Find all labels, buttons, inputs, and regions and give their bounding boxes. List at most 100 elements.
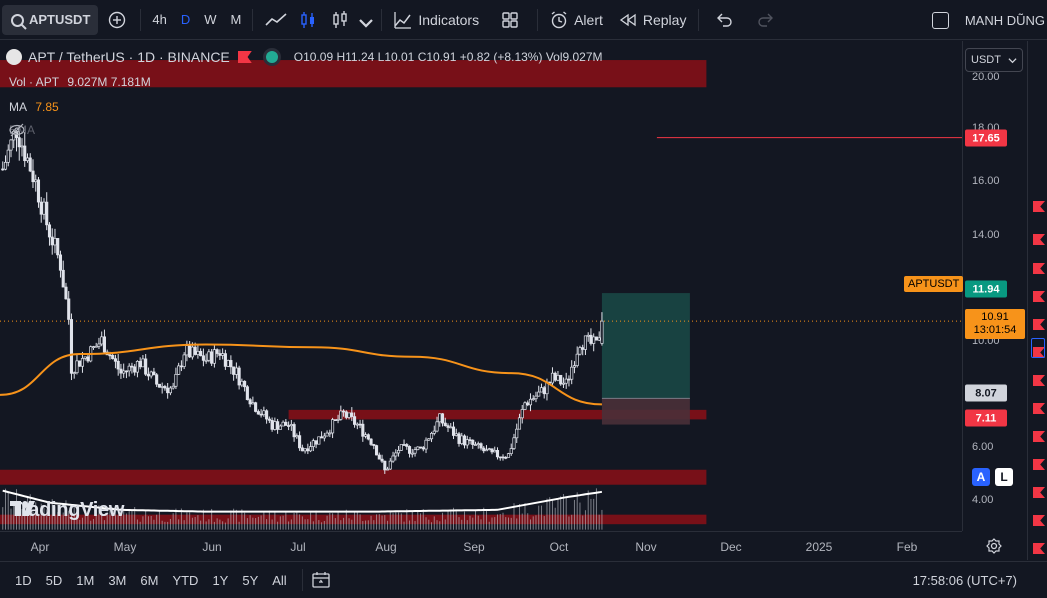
price-axis[interactable]: USDT 20.00 18.00 16.00 14.00 10.00 6.00 … bbox=[962, 41, 1027, 531]
candle-body bbox=[506, 453, 511, 458]
range-3m[interactable]: 3M bbox=[108, 572, 127, 588]
compare-button[interactable] bbox=[98, 0, 136, 40]
candle-body bbox=[432, 430, 436, 434]
alert-flag-icon[interactable] bbox=[1033, 487, 1045, 498]
range-1m[interactable]: 1M bbox=[76, 572, 95, 588]
price-chart[interactable] bbox=[0, 41, 962, 531]
candle-body bbox=[58, 254, 63, 271]
candle-body bbox=[446, 425, 450, 428]
candle-body bbox=[226, 360, 230, 367]
alert-flag-icon[interactable] bbox=[1033, 431, 1045, 442]
candle-body bbox=[325, 432, 329, 437]
redo-button[interactable] bbox=[745, 0, 787, 40]
time-label-apr: Apr bbox=[30, 540, 50, 554]
bars-chart-button[interactable] bbox=[321, 0, 355, 40]
candle-body bbox=[223, 353, 227, 367]
alert-flag-icon[interactable] bbox=[1033, 515, 1045, 526]
range-6m[interactable]: 6M bbox=[140, 572, 159, 588]
user-name[interactable]: MANH DŨNG bbox=[964, 12, 1045, 28]
candle-body bbox=[119, 368, 123, 374]
last-price-tag: 10.91 13:01:54 bbox=[965, 309, 1025, 339]
interval-w[interactable]: W bbox=[204, 12, 217, 27]
candle-body bbox=[163, 386, 167, 389]
candle-body bbox=[520, 409, 524, 419]
flag-icon[interactable] bbox=[237, 51, 252, 63]
range-all[interactable]: All bbox=[272, 572, 287, 588]
price-label-16: 16.00 bbox=[972, 175, 1000, 187]
time-axis[interactable]: Apr May Jun Jul Aug Sep Oct Nov Dec 2025… bbox=[0, 531, 962, 560]
calendar-range-icon bbox=[312, 572, 330, 588]
chart-type-dropdown[interactable] bbox=[355, 0, 377, 40]
alert-flag-icon[interactable] bbox=[1033, 234, 1045, 245]
ema-legend-label: EMA bbox=[9, 123, 36, 137]
clock-timezone[interactable]: 17:58:06 (UTC+7) bbox=[912, 573, 1017, 588]
range-ytd[interactable]: YTD bbox=[172, 572, 199, 588]
volume-legend-label: Vol · APT bbox=[9, 75, 60, 89]
date-range-button[interactable] bbox=[311, 571, 331, 589]
alert-flag-icon[interactable] bbox=[1033, 201, 1045, 212]
alert-flag-icon[interactable] bbox=[1033, 319, 1045, 330]
symbol-search-button[interactable]: APTUSDT bbox=[2, 4, 99, 35]
change-value: +0.82 (+8.13%) bbox=[459, 50, 543, 64]
log-scale-button[interactable]: L bbox=[995, 468, 1013, 486]
candle-body bbox=[25, 157, 30, 162]
candle-body bbox=[182, 354, 186, 367]
alert-button[interactable]: Alert bbox=[542, 0, 611, 40]
range-1y[interactable]: 1Y bbox=[212, 572, 229, 588]
candle-body bbox=[592, 336, 596, 344]
alert-flag-icon[interactable] bbox=[1033, 347, 1045, 358]
chart-pane[interactable]: APT / TetherUS · 1D · BINANCE O10.09 H11… bbox=[0, 41, 962, 531]
selected-alert-marker[interactable] bbox=[1031, 338, 1045, 358]
volume-value: Vol9.027M bbox=[545, 50, 603, 64]
candle-body bbox=[317, 436, 321, 445]
fullscreen-checkbox[interactable] bbox=[931, 11, 949, 29]
candle-body bbox=[75, 360, 79, 374]
candle-body bbox=[248, 399, 252, 405]
candle-body bbox=[550, 372, 555, 384]
price-label-20: 20.00 bbox=[972, 71, 1000, 83]
supply-demand-zone bbox=[288, 409, 707, 420]
interval-m[interactable]: M bbox=[230, 12, 242, 27]
candle-body bbox=[339, 410, 343, 420]
undo-button[interactable] bbox=[703, 0, 745, 40]
interval-d[interactable]: D bbox=[180, 12, 191, 27]
time-label-dec: Dec bbox=[720, 540, 742, 554]
candle-body bbox=[350, 412, 354, 417]
candle-body bbox=[427, 438, 431, 441]
tradingview-logo[interactable]: TradingView bbox=[10, 499, 124, 522]
candle-body bbox=[56, 238, 60, 256]
interval-4h[interactable]: 4h bbox=[152, 12, 167, 27]
candle-body bbox=[353, 416, 357, 425]
candle-body bbox=[124, 370, 128, 373]
indicators-button[interactable]: Indicators bbox=[386, 0, 487, 40]
alert-flag-icon[interactable] bbox=[1033, 291, 1045, 302]
alert-flag-icon[interactable] bbox=[1033, 263, 1045, 274]
candle-body bbox=[86, 356, 90, 362]
candle-body bbox=[504, 456, 508, 459]
candle-body bbox=[355, 423, 359, 426]
symbol-price-label: APTUSDT bbox=[904, 276, 964, 292]
currency-dropdown[interactable]: USDT bbox=[965, 48, 1023, 72]
alert-flag-icon[interactable] bbox=[1033, 459, 1045, 470]
ma-legend-value: 7.85 bbox=[35, 100, 59, 114]
gear-icon bbox=[986, 538, 1002, 554]
chart-settings-button[interactable] bbox=[986, 538, 1002, 554]
candle-body bbox=[50, 236, 54, 246]
candles-chart-button[interactable] bbox=[295, 0, 321, 40]
range-5y[interactable]: 5Y bbox=[242, 572, 259, 588]
eye-off-icon[interactable] bbox=[9, 123, 56, 137]
auto-scale-button[interactable]: A bbox=[972, 468, 990, 486]
alert-flag-icon[interactable] bbox=[1033, 543, 1045, 554]
range-5d[interactable]: 5D bbox=[45, 572, 63, 588]
line-chart-button[interactable] bbox=[257, 0, 295, 40]
time-label-2025: 2025 bbox=[805, 540, 833, 554]
replay-button[interactable]: Replay bbox=[611, 0, 695, 40]
layouts-button[interactable] bbox=[487, 0, 533, 40]
candle-body bbox=[372, 444, 376, 446]
candle-body bbox=[534, 395, 538, 400]
candle-body bbox=[449, 426, 453, 429]
alert-flag-icon[interactable] bbox=[1033, 403, 1045, 414]
alert-flag-icon[interactable] bbox=[1033, 375, 1045, 386]
candle-body bbox=[465, 439, 469, 446]
range-1d[interactable]: 1D bbox=[15, 572, 32, 588]
